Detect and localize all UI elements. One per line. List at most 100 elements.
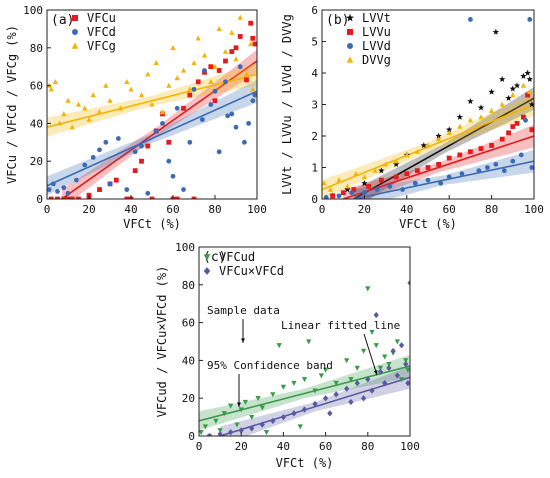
- data-point: [252, 41, 257, 47]
- data-point: [103, 139, 109, 145]
- data-point: [510, 92, 516, 98]
- legend-label: VFCu×VFCd: [219, 264, 284, 278]
- data-point: [149, 196, 155, 199]
- data-point: [529, 127, 534, 133]
- fit-line-vfcd: [47, 90, 257, 187]
- confidence-band-vfcg: [47, 62, 257, 137]
- data-point: [249, 425, 255, 432]
- data-point: [229, 29, 235, 35]
- data-point: [132, 168, 138, 174]
- data-point: [246, 121, 252, 126]
- y-tick-label: 80: [182, 279, 195, 292]
- data-point: [55, 196, 60, 199]
- data-point: [322, 367, 329, 373]
- data-point: [233, 45, 239, 51]
- data-point: [139, 143, 144, 149]
- data-point: [97, 187, 102, 192]
- data-point: [233, 56, 239, 62]
- data-point: [170, 44, 176, 50]
- data-point: [521, 114, 526, 120]
- data-point: [344, 183, 351, 189]
- data-point: [405, 367, 410, 373]
- data-point: [378, 177, 384, 183]
- y-tick-label: 0: [311, 193, 318, 206]
- data-point: [493, 161, 499, 167]
- data-point: [75, 101, 82, 107]
- data-point: [50, 181, 56, 187]
- data-point: [145, 143, 151, 149]
- data-point: [56, 120, 63, 126]
- data-point: [243, 71, 250, 77]
- data-point: [170, 173, 176, 179]
- legend-marker: [346, 13, 354, 22]
- data-point: [509, 85, 516, 92]
- y-tick-label: 20: [182, 392, 195, 405]
- fit-line-vfcu: [61, 60, 257, 199]
- data-point: [387, 184, 393, 189]
- confidence-band-vfcud: [199, 354, 410, 431]
- confidence-band-lvvt: [353, 86, 534, 199]
- data-point: [499, 75, 506, 83]
- data-point: [403, 361, 409, 368]
- fit-line-lvvt: [353, 97, 534, 199]
- data-point: [467, 97, 474, 105]
- series-vfcuvfcd: [206, 279, 410, 436]
- data-point: [489, 143, 494, 148]
- data-point: [301, 377, 308, 383]
- data-point: [202, 68, 207, 73]
- x-tick-label: 60: [443, 203, 456, 216]
- data-point: [374, 187, 380, 192]
- confidence-band-lvvd: [353, 149, 534, 199]
- data-point: [382, 161, 389, 167]
- data-point: [208, 78, 214, 84]
- data-point: [225, 113, 231, 119]
- legend-marker: [347, 43, 353, 49]
- x-tick-label: 100: [400, 440, 420, 453]
- data-point: [242, 139, 247, 145]
- chart-panel-b: 0 20 40 60 80 100 0 1 2 3 4 5 6 VFCt (%) LVVt / LVVu /…: [280, 4, 544, 231]
- data-point: [228, 403, 234, 409]
- y-tick-label: 60: [182, 317, 195, 330]
- data-point: [360, 395, 367, 402]
- data-point: [446, 129, 452, 136]
- data-point: [248, 20, 254, 26]
- data-point: [457, 152, 463, 158]
- data-point: [382, 354, 388, 360]
- data-point: [528, 101, 534, 108]
- data-point: [250, 35, 256, 41]
- data-point: [132, 149, 138, 155]
- data-point: [237, 64, 243, 70]
- data-point: [124, 196, 130, 199]
- legend-marker: [346, 56, 354, 63]
- data-point: [377, 365, 384, 371]
- data-point: [216, 68, 222, 73]
- data-point: [280, 384, 287, 390]
- data-point: [365, 376, 371, 383]
- data-point: [420, 142, 427, 149]
- data-point: [128, 86, 134, 92]
- plot-area: [199, 279, 410, 436]
- data-point: [166, 158, 172, 164]
- y-axis-label: LVVt / LVVu / LVVd / DVVg: [280, 14, 294, 195]
- data-point: [520, 72, 527, 79]
- data-point: [435, 132, 442, 139]
- data-point: [160, 121, 165, 126]
- x-axis-label: VFCt (%): [123, 217, 181, 231]
- x-tick-label: 100: [247, 203, 267, 216]
- x-tick-label: 0: [44, 203, 51, 216]
- data-point: [330, 193, 335, 199]
- annotation-label: Sample data: [207, 304, 280, 317]
- data-point: [234, 422, 240, 428]
- x-tick-label: 20: [358, 203, 371, 216]
- data-point: [344, 186, 351, 193]
- data-point: [340, 190, 346, 196]
- data-point: [216, 149, 222, 155]
- data-point: [76, 196, 81, 199]
- data-point: [90, 92, 96, 98]
- y-tick-label: 80: [30, 42, 43, 55]
- x-tick-label: 80: [361, 440, 374, 453]
- data-point: [259, 421, 265, 428]
- data-point: [97, 147, 102, 153]
- y-tick-label: 2: [311, 130, 318, 143]
